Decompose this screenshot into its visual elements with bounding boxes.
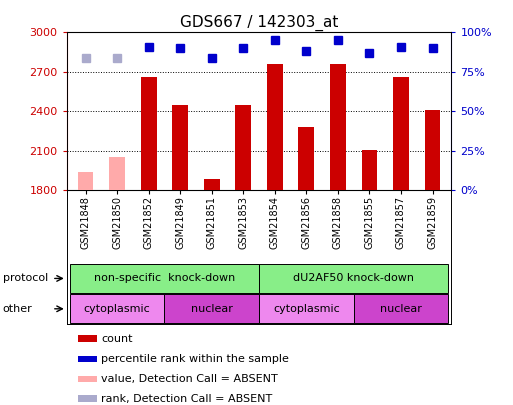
Text: other: other [3,304,32,314]
Bar [78,335,96,342]
Text: dU2AF50 knock-down: dU2AF50 knock-down [293,273,414,283]
Bar [141,77,156,190]
Bar [235,105,251,190]
Bar [259,264,448,293]
Bar [78,395,96,402]
Bar [259,294,353,323]
Text: rank, Detection Call = ABSENT: rank, Detection Call = ABSENT [101,394,272,403]
Bar [165,294,259,323]
Bar [393,77,409,190]
Bar [299,127,314,190]
Text: nuclear: nuclear [191,304,233,314]
Text: value, Detection Call = ABSENT: value, Detection Call = ABSENT [101,374,278,384]
Bar [267,64,283,190]
Bar [78,172,93,190]
Bar [78,376,96,382]
Title: GDS667 / 142303_at: GDS667 / 142303_at [180,15,338,31]
Text: percentile rank within the sample: percentile rank within the sample [101,354,289,364]
Text: cytoplasmic: cytoplasmic [273,304,340,314]
Text: nuclear: nuclear [380,304,422,314]
Bar [109,158,125,190]
Bar [330,64,346,190]
Bar [362,149,378,190]
Bar [172,105,188,190]
Text: cytoplasmic: cytoplasmic [84,304,150,314]
Bar [70,264,259,293]
Bar [78,356,96,362]
Bar [353,294,448,323]
Text: count: count [101,334,133,343]
Text: non-specific  knock-down: non-specific knock-down [94,273,235,283]
Text: protocol: protocol [3,273,48,283]
Bar [425,110,440,190]
Bar [204,179,220,190]
Bar [70,294,165,323]
